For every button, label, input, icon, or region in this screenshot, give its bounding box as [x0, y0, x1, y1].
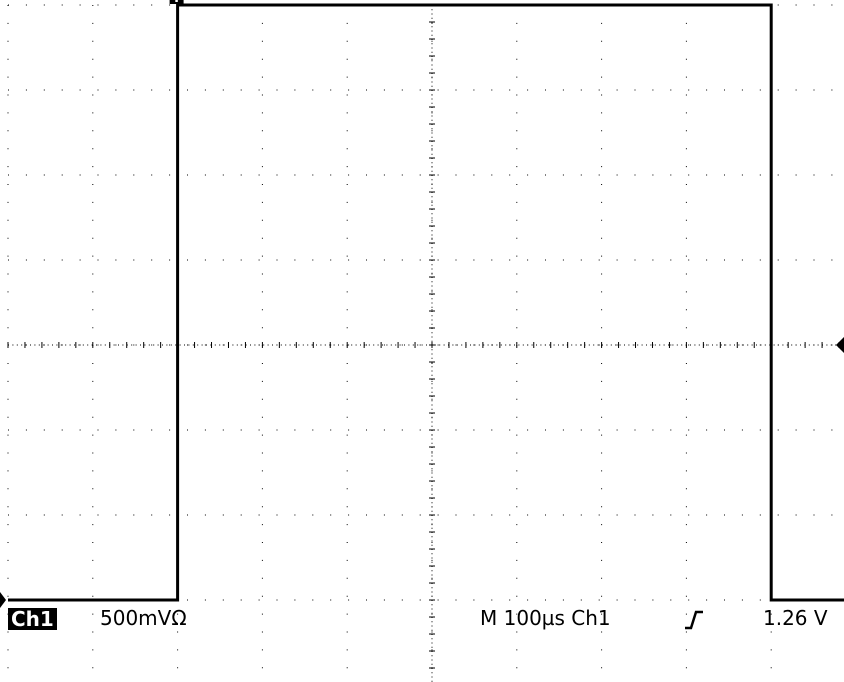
- timebase-readout: M 100µs Ch1: [480, 606, 611, 630]
- channel-badge: Ch1: [8, 608, 57, 630]
- trigger-level-readout: 1.26 V: [763, 606, 828, 630]
- trigger-marker-label: T: [172, 0, 181, 6]
- volts-per-div-readout: 500mVΩ: [100, 606, 187, 630]
